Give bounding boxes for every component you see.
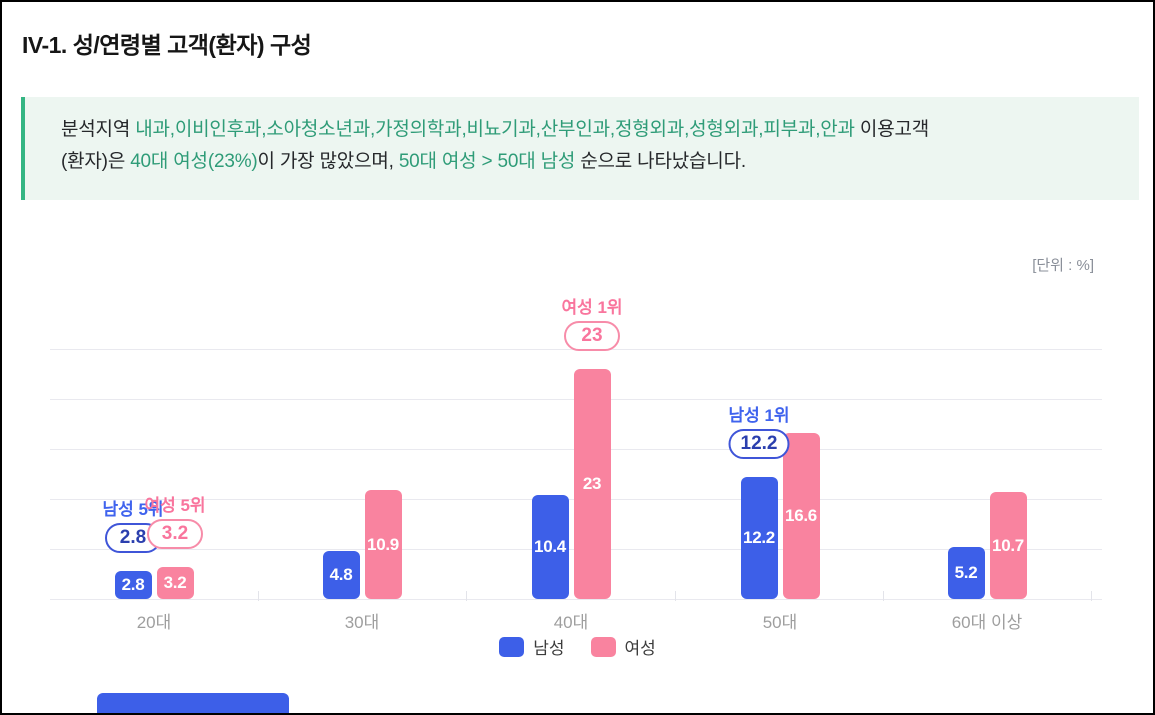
bar-male-4: 5.2 <box>947 547 985 599</box>
rank-value-badge: 23 <box>564 321 620 351</box>
x-axis-label: 60대 이상 <box>951 613 1023 632</box>
plain-text: 이용고객 <box>854 119 930 140</box>
bar-value-label: 23 <box>582 474 602 493</box>
bar-value-label: 12.2 <box>743 528 775 547</box>
bar-value-label: 16.6 <box>785 506 817 525</box>
highlighted-text: 50대 여성 > 50대 남성 <box>398 151 576 172</box>
bar-value-label: 10.9 <box>367 534 399 554</box>
unit-label: [단위 : %] <box>1032 257 1094 274</box>
legend-swatch-female <box>590 636 616 657</box>
plain-text: (환자)은 <box>61 151 131 172</box>
bar-female-4: 10.7 <box>989 492 1027 599</box>
bar-value-label: 5.2 <box>954 563 978 582</box>
bar-female-0: 3.2 <box>156 567 194 599</box>
gridline <box>50 599 1102 600</box>
summary-callout: 분석지역 내과,이비인후과,소아청소년과,가정의학과,비뇨기과,산부인과,정형외… <box>21 97 1139 200</box>
bar-value-label: 10.4 <box>534 537 566 556</box>
rank-value-badge: 12.2 <box>728 429 790 459</box>
plain-text: 이 가장 많았으며, <box>257 151 399 172</box>
highlighted-text: 내과,이비인후과,소아청소년과,가정의학과,비뇨기과,산부인과,정형외과,성형외… <box>135 119 855 140</box>
chart-legend: 남성 여성 <box>2 634 1153 659</box>
bar-female-1: 10.9 <box>364 490 402 599</box>
bar-value-label: 3.2 <box>163 573 187 592</box>
legend-label: 남성 <box>533 639 565 658</box>
legend-swatch-male <box>499 636 525 657</box>
legend-label: 여성 <box>624 639 656 658</box>
callout-line: 분석지역 내과,이비인후과,소아청소년과,가정의학과,비뇨기과,산부인과,정형외… <box>61 114 1119 146</box>
x-axis-tick <box>883 591 884 601</box>
rank-label: 여성 1위 <box>561 298 623 317</box>
bar-value-label: 10.7 <box>992 535 1024 555</box>
callout-line: (환자)은 40대 여성(23%)이 가장 많았으며, 50대 여성 > 50대… <box>61 146 1119 178</box>
legend-item-male[interactable]: 남성 <box>499 634 565 659</box>
rank-label: 여성 5위 <box>144 496 206 515</box>
rank-value-badge: 3.2 <box>147 519 203 549</box>
x-axis-label: 40대 <box>553 613 589 632</box>
bar-male-1: 4.8 <box>322 551 360 599</box>
rank-value-badge: 2.8 <box>105 523 161 553</box>
bar-male-2: 10.4 <box>531 495 569 599</box>
page-title: IV-1. 성/연령별 고객(환자) 구성 <box>22 32 312 58</box>
partial-blue-banner <box>97 693 289 713</box>
rank-label: 남성 5위 <box>102 500 164 519</box>
bar-female-3: 16.6 <box>782 433 820 599</box>
x-axis-label: 50대 <box>762 613 798 632</box>
x-axis-label: 30대 <box>344 613 380 632</box>
bar-male-3: 12.2 <box>740 477 778 599</box>
x-axis-tick <box>466 591 467 601</box>
plain-text: 순으로 나타났습니다. <box>575 151 746 172</box>
bar-female-2: 23 <box>573 369 611 599</box>
plain-text: 분석지역 <box>61 119 136 140</box>
x-axis-tick <box>258 591 259 601</box>
highlighted-text: 40대 여성(23%) <box>130 151 258 172</box>
x-axis-label: 20대 <box>136 613 172 632</box>
bar-value-label: 4.8 <box>329 565 353 584</box>
x-axis-tick <box>675 591 676 601</box>
x-axis-tick <box>1091 591 1092 601</box>
legend-item-female[interactable]: 여성 <box>590 634 656 659</box>
bar-male-0: 2.8 <box>114 571 152 599</box>
rank-label: 남성 1위 <box>728 406 790 425</box>
bar-value-label: 2.8 <box>121 575 145 594</box>
